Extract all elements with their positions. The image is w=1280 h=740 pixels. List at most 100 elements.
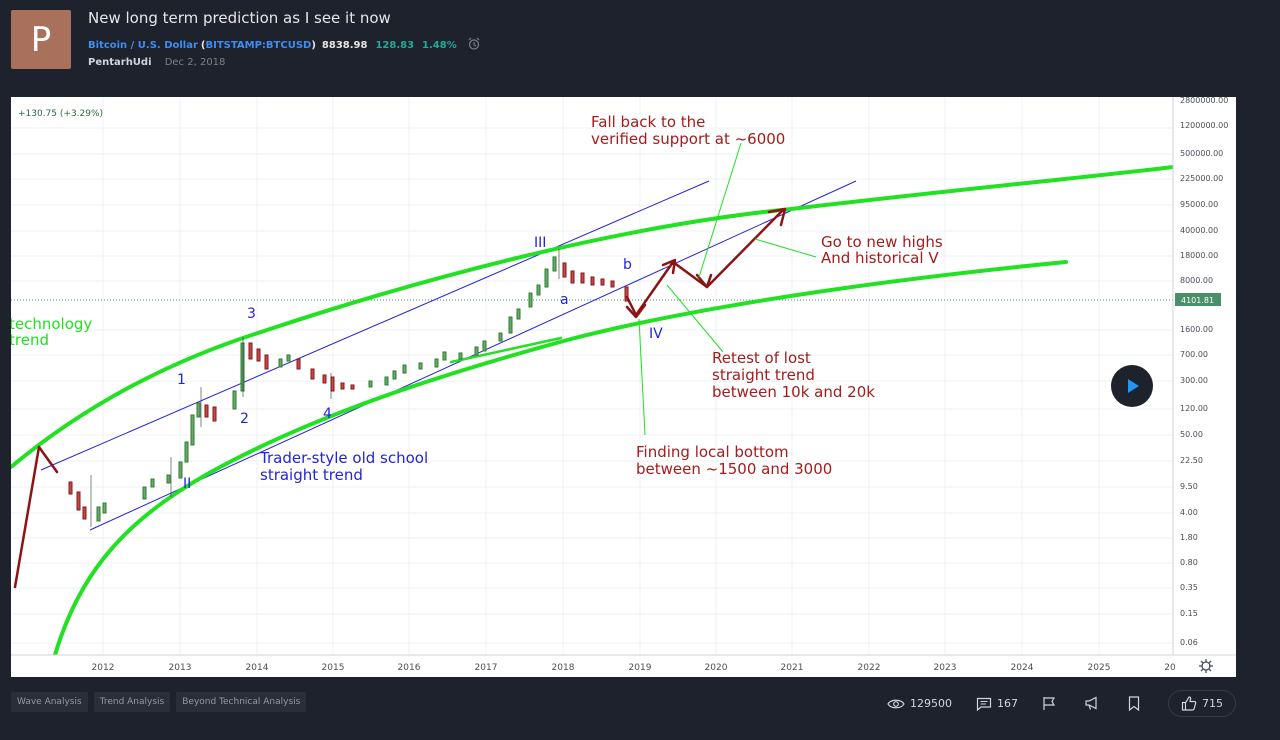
green-trend-curves — [11, 165, 1175, 657]
y-tick: 1200000.00 — [1180, 121, 1228, 130]
thumbs-up-icon — [1181, 696, 1197, 711]
candlesticks — [68, 249, 629, 527]
x-tick: 2020 — [705, 663, 728, 673]
views-count: 129500 — [910, 697, 952, 710]
annotation-pointers — [638, 142, 817, 436]
y-tick: 40000.00 — [1180, 226, 1218, 235]
x-tick: 2014 — [246, 663, 269, 673]
wave-label-1: 1 — [177, 372, 186, 388]
wave-label-a: a — [560, 292, 569, 308]
symbol-info: Bitcoin / U.S. Dollar ( BITSTAMP:BTCUSD … — [88, 37, 481, 54]
new-highs-label-1: Go to new highs — [821, 233, 943, 251]
x-tick: 2018 — [552, 663, 575, 673]
symbol-change-percent: 1.48% — [422, 40, 457, 51]
retest-label-1: Retest of lost — [712, 349, 811, 367]
author-name-link[interactable]: PentarhUdi — [88, 57, 152, 68]
comment-icon — [976, 697, 992, 711]
y-tick: 0.15 — [1180, 609, 1198, 618]
idea-title: New long term prediction as I see it now — [88, 9, 391, 27]
play-icon — [1128, 379, 1139, 393]
y-tick: 2800000.00 — [1180, 97, 1228, 105]
y-tick: 95000.00 — [1180, 200, 1218, 209]
tag-beyond-technical-analysis[interactable]: Beyond Technical Analysis — [176, 692, 307, 712]
blue-channel — [40, 180, 857, 531]
time-scale[interactable]: 2012 2013 2014 2015 2016 2017 2018 2019 … — [11, 654, 1236, 677]
chart-area[interactable]: technology trend Fall back to the verifi… — [11, 97, 1236, 677]
y-tick: 18000.00 — [1180, 251, 1218, 260]
comments-count: 167 — [997, 697, 1018, 710]
like-button[interactable]: 715 — [1168, 690, 1236, 717]
x-tick: 2025 — [1088, 663, 1111, 673]
x-tick: 2017 — [475, 663, 498, 673]
idea-tags: Wave Analysis Trend Analysis Beyond Tech… — [11, 692, 307, 712]
y-tick: 700.00 — [1180, 350, 1208, 359]
y-tick: 225000.00 — [1180, 174, 1223, 183]
retest-label-2: straight trend — [712, 366, 815, 384]
trader-trend-label-2: straight trend — [260, 466, 363, 484]
x-tick: 2023 — [934, 663, 957, 673]
wave-label-IV: IV — [649, 326, 663, 342]
symbol-ticker-link[interactable]: BITSTAMP:BTCUSD — [205, 40, 312, 51]
idea-stats: 129500 167 715 — [887, 690, 1236, 717]
symbol-change: 128.83 — [375, 40, 415, 51]
gear-icon[interactable] — [1199, 659, 1213, 673]
symbol-paren-close: ) — [311, 40, 316, 51]
views-stat: 129500 — [887, 697, 952, 710]
projection-arrows — [13, 207, 787, 589]
y-tick: 120.00 — [1180, 404, 1208, 413]
price-scale[interactable]: 2800000.00 1200000.00 500000.00 225000.0… — [1172, 97, 1236, 655]
y-tick: 4.00 — [1180, 508, 1198, 517]
chart-grid — [11, 97, 1173, 655]
x-tick: 2021 — [781, 663, 804, 673]
megaphone-share-icon[interactable] — [1084, 696, 1100, 711]
wave-label-2: 2 — [240, 411, 249, 427]
bottom-label-1: Finding local bottom — [636, 443, 789, 461]
author-line: PentarhUdi Dec 2, 2018 — [88, 57, 225, 68]
last-price-tag — [1175, 293, 1221, 306]
bookmark-icon[interactable] — [1128, 696, 1140, 711]
y-tick: 8000.00 — [1180, 276, 1213, 285]
x-tick: 2019 — [629, 663, 652, 673]
wave-label-4: 4 — [323, 406, 332, 422]
x-tick: 2024 — [1011, 663, 1034, 673]
chart-legend-change: +130.75 (+3.29%) — [18, 109, 103, 119]
symbol-price: 8838.98 — [321, 40, 368, 51]
retest-label-3: between 10k and 20k — [712, 383, 875, 401]
y-tick: 500000.00 — [1180, 149, 1223, 158]
new-highs-label-2: And historical V — [821, 249, 939, 267]
eye-icon — [887, 699, 905, 708]
tag-trend-analysis[interactable]: Trend Analysis — [93, 692, 171, 712]
tag-wave-analysis[interactable]: Wave Analysis — [11, 692, 88, 712]
symbol-name-link[interactable]: Bitcoin / U.S. Dollar — [88, 40, 198, 51]
x-tick: 2015 — [322, 663, 345, 673]
y-tick: 1600.00 — [1180, 325, 1213, 334]
play-button[interactable] — [1111, 365, 1153, 407]
wave-label-b: b — [623, 257, 632, 273]
bottom-label-2: between ~1500 and 3000 — [636, 460, 832, 478]
y-tick: 50.00 — [1180, 430, 1203, 439]
author-avatar[interactable]: P — [11, 10, 71, 69]
alarm-clock-icon[interactable] — [467, 37, 481, 54]
fall-back-label-2: verified support at ~6000 — [591, 130, 785, 148]
x-tick: 2016 — [398, 663, 421, 673]
chart-svg[interactable]: technology trend Fall back to the verifi… — [11, 97, 1236, 677]
last-price-tag-value: 4101.81 — [1181, 296, 1214, 305]
y-tick: 300.00 — [1180, 376, 1208, 385]
y-tick: 0.80 — [1180, 558, 1198, 567]
y-tick: 9.50 — [1180, 482, 1198, 491]
y-tick: 0.06 — [1180, 638, 1198, 647]
wave-label-3: 3 — [247, 306, 256, 322]
comments-stat[interactable]: 167 — [976, 697, 1018, 711]
likes-count: 715 — [1202, 697, 1223, 710]
tech-trend-label-2: trend — [11, 331, 49, 349]
wave-label-III: III — [534, 235, 546, 251]
x-tick: 2022 — [858, 663, 881, 673]
flag-icon[interactable] — [1042, 696, 1056, 711]
symbol-paren-open: ( — [200, 40, 206, 51]
tech-trend-label-1: technology — [11, 315, 92, 333]
trader-trend-label-1: Trader-style old school — [259, 449, 428, 467]
publish-date: Dec 2, 2018 — [164, 57, 226, 68]
y-tick: 0.35 — [1180, 583, 1198, 592]
idea-header: P New long term prediction as I see it n… — [0, 0, 1280, 96]
wave-label-II: II — [183, 476, 191, 492]
